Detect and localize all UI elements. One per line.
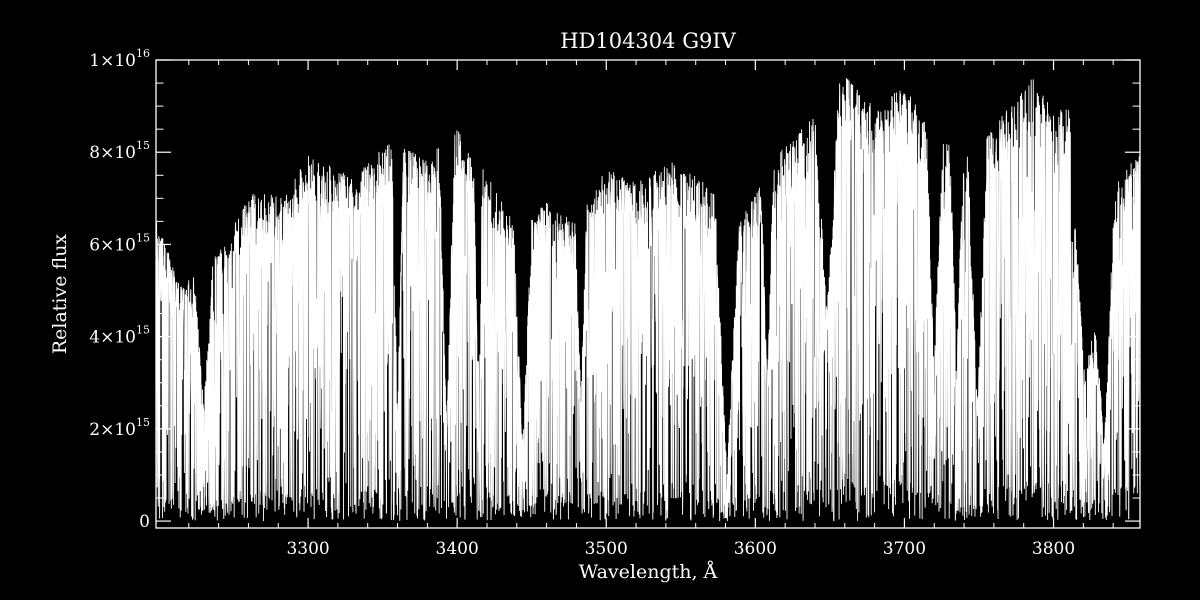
- y-tick-label: 2×1015: [89, 416, 150, 440]
- spectrum-series: [155, 78, 1141, 522]
- axes: [155, 59, 1141, 529]
- y-tick-label: 0: [139, 512, 150, 532]
- spectrum-line: [155, 78, 1141, 522]
- y-tick-label: 1×1016: [89, 47, 150, 71]
- y-tick-labels: 0 2×1015 4×1015 6×1015 8×1015 1×1016: [89, 47, 150, 532]
- chart-title: HD104304 G9IV: [560, 29, 736, 53]
- y-tick-label: 8×1015: [89, 139, 150, 163]
- x-axis-label: Wavelength, Å: [579, 561, 718, 583]
- plot-frame: [155, 59, 1141, 529]
- x-tick-labels: 3300 3400 3500 3600 3700 3800: [286, 539, 1075, 559]
- y-tick-label: 6×1015: [89, 231, 150, 255]
- x-tick-label: 3500: [585, 539, 628, 559]
- x-tick-label: 3300: [286, 539, 329, 559]
- x-tick-label: 3600: [734, 539, 777, 559]
- x-tick-label: 3800: [1032, 539, 1075, 559]
- y-tick-label: 4×1015: [89, 324, 150, 348]
- x-tick-label: 3400: [436, 539, 479, 559]
- y-axis-label: Relative flux: [49, 234, 71, 355]
- x-tick-label: 3700: [883, 539, 926, 559]
